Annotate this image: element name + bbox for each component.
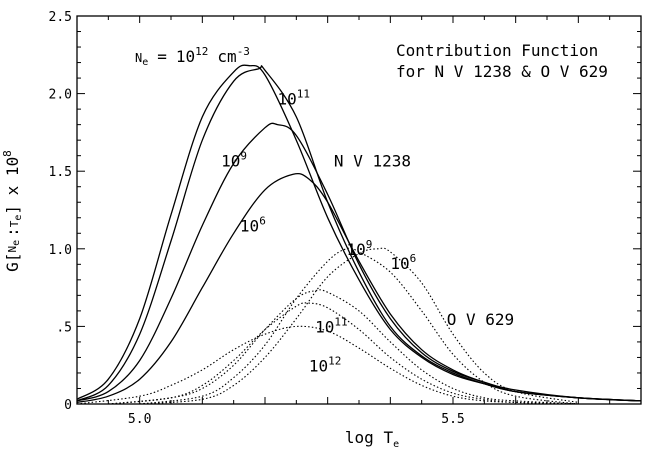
nv1238-curve-0 <box>76 64 642 402</box>
ov629-curve-4 <box>139 247 579 405</box>
curves-layer <box>76 64 642 405</box>
ov629-curve-5 <box>139 247 579 405</box>
curve-annotation: 106 <box>390 252 416 273</box>
x-tick-label: 5.5 <box>441 412 464 427</box>
nv1238-curve-1 <box>76 65 642 402</box>
annotation-layer: 1011 109 N V 1238 106 109 106 O V 629 1011 1012 <box>221 87 514 375</box>
y-tick-label: 2.0 <box>49 88 72 103</box>
y-tick-label: 0 <box>64 398 72 413</box>
density-label: Ne = 1012 cm-3 <box>135 45 250 68</box>
y-axis-title: G[Ne:Te] x 108 <box>1 150 24 272</box>
y-tick-label: 2.5 <box>49 10 72 25</box>
chart-title-line-2: for N V 1238 & O V 629 <box>396 62 608 81</box>
nv1238-curve-3 <box>76 172 642 404</box>
x-tick-label: 5.0 <box>128 412 151 427</box>
y-tick-label: 1.0 <box>49 243 72 258</box>
x-axis-title: log Te <box>345 428 399 450</box>
ticks-layer: 5.0 5.5 0 .5 1.0 1.5 2.0 2.5 <box>49 10 642 427</box>
y-tick-label: .5 <box>56 320 72 335</box>
curve-annotation: 1012 <box>309 354 342 375</box>
curve-annotation: 1011 <box>315 316 348 337</box>
curve-annotation: 106 <box>240 215 266 236</box>
ov629-curve-7 <box>108 302 579 405</box>
curve-annotation: O V 629 <box>447 310 514 329</box>
y-tick-label: 1.5 <box>49 165 72 180</box>
curve-annotation: 109 <box>346 238 372 259</box>
curve-annotation: 1011 <box>278 87 311 108</box>
curve-annotation: N V 1238 <box>334 152 411 171</box>
curve-annotation: 109 <box>221 150 247 171</box>
ov629-curve-6 <box>108 289 579 405</box>
chart-title-line-1: Contribution Function <box>396 41 598 60</box>
